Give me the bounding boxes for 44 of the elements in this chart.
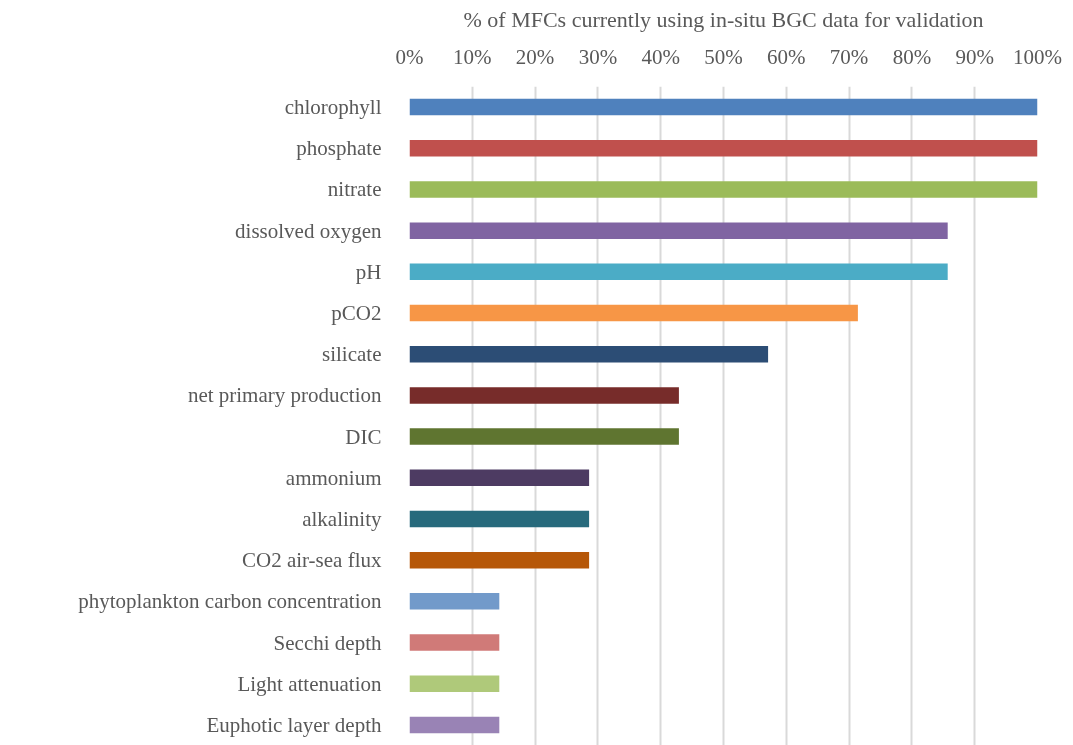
bar <box>409 345 769 363</box>
bar <box>409 263 948 281</box>
y-tick-label: net primary production <box>187 383 382 408</box>
y-tick-label: CO2 air-sea flux <box>241 548 382 573</box>
y-tick-label: pCO2 <box>331 301 382 326</box>
bar <box>409 140 1038 157</box>
bar <box>409 716 500 734</box>
x-tick-label: 60% <box>767 44 806 69</box>
x-axis-title: % of MFCs currently using in-situ BGC data for validation <box>463 6 984 32</box>
bar <box>409 551 590 569</box>
y-tick-label: DIC <box>345 424 382 449</box>
x-tick-label: 50% <box>704 44 743 69</box>
y-tick-label: chlorophyll <box>284 95 382 120</box>
x-tick-label: 70% <box>829 44 869 69</box>
x-tick-label: 40% <box>641 44 680 69</box>
x-tick-label: 80% <box>892 44 932 69</box>
y-tick-label: ammonium <box>285 465 382 490</box>
y-tick-label: silicate <box>322 342 382 367</box>
x-tick-label: 0% <box>395 44 424 69</box>
x-tick-label: 20% <box>515 44 555 69</box>
x-tick-label: 100% <box>1013 44 1062 69</box>
bar <box>409 675 500 692</box>
bar <box>409 634 500 651</box>
bar <box>409 222 948 239</box>
y-tick-label: Secchi depth <box>273 630 382 655</box>
y-tick-label: Light attenuation <box>237 671 382 696</box>
x-tick-label: 30% <box>578 44 618 69</box>
bar <box>409 304 858 322</box>
y-tick-label: pH <box>355 259 382 284</box>
bar <box>409 469 590 487</box>
y-tick-label: Euphotic layer depth <box>206 712 382 737</box>
bar <box>409 98 1038 116</box>
x-tick-label: 10% <box>453 44 492 69</box>
y-tick-label: phytoplankton carbon concentration <box>78 589 382 614</box>
bar <box>409 387 679 404</box>
bar <box>409 510 590 528</box>
bar <box>409 181 1038 198</box>
y-tick-label: nitrate <box>327 177 382 202</box>
y-tick-label: alkalinity <box>302 506 382 531</box>
x-tick-label: 90% <box>955 44 994 69</box>
bar <box>409 593 500 610</box>
y-tick-label: dissolved oxygen <box>235 218 382 243</box>
bar <box>409 428 679 445</box>
y-tick-label: phosphate <box>296 136 382 161</box>
